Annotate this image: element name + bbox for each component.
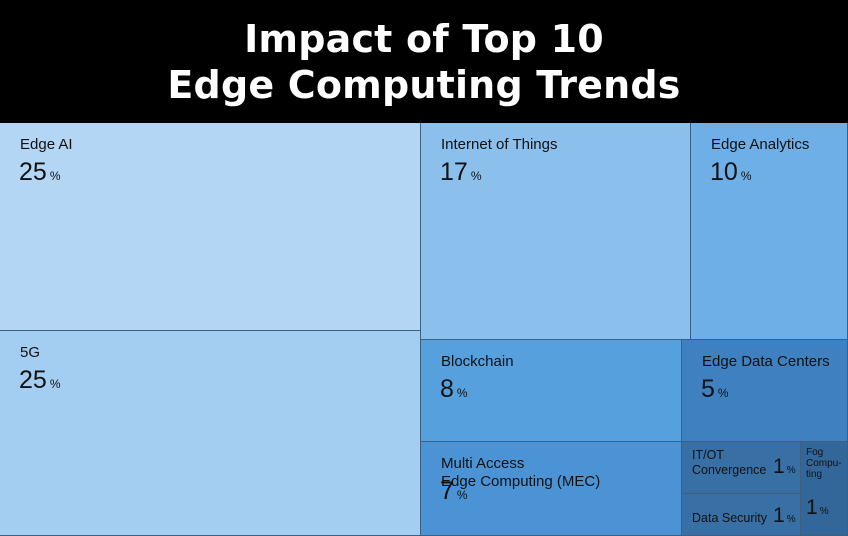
treemap-tile: Edge Analytics 10%	[691, 123, 848, 340]
tile-value: 1%	[806, 496, 829, 520]
tile-value: 10%	[710, 157, 751, 187]
tile-value: 17%	[440, 157, 481, 187]
tile-value: 5%	[701, 374, 729, 404]
tile-value-unit: %	[49, 169, 61, 183]
tile-label: IT/OT Convergence	[692, 448, 767, 477]
treemap-tile: IT/OT Convergence 1%	[682, 442, 801, 494]
treemap-tile: Edge Data Centers 5%	[682, 340, 848, 442]
tile-value-number: 17	[440, 158, 468, 186]
tile-value: 8%	[440, 374, 468, 404]
tile-value-unit: %	[470, 169, 482, 183]
tile-label: Edge Data Centers	[702, 353, 830, 370]
tile-label: Multi Access Edge Computing (MEC)	[441, 455, 601, 490]
tile-label: Internet of Things	[441, 136, 558, 153]
tile-value-number: 5	[701, 375, 715, 403]
tile-value: 25%	[19, 157, 60, 187]
treemap-tile: Multi Access Edge Computing (MEC) 7%	[421, 442, 682, 536]
tile-value: 1%	[773, 504, 796, 528]
tile-label: Fog Compu- ting	[806, 447, 842, 480]
tile-value-number: 8	[440, 375, 454, 403]
tile-label: Edge Analytics	[711, 136, 810, 153]
tile-label: Data Security	[692, 511, 768, 525]
treemap-tile: Data Security 1%	[682, 494, 801, 536]
tile-value: 7%	[440, 476, 468, 506]
tile-value-number: 10	[710, 158, 738, 186]
tile-value-unit: %	[740, 169, 752, 183]
tile-label: Edge AI	[20, 136, 73, 153]
treemap-tile: Internet of Things 17%	[421, 123, 691, 340]
treemap-tile: Edge AI 25%	[0, 123, 421, 331]
tile-value-unit: %	[786, 514, 796, 525]
tile-value-unit: %	[717, 386, 729, 400]
tile-value-unit: %	[456, 386, 468, 400]
chart-title-line-2: Edge Computing Trends	[167, 62, 681, 107]
tile-value-unit: %	[786, 465, 796, 476]
treemap-tile: Blockchain 8%	[421, 340, 682, 442]
tile-value-number: 25	[19, 158, 47, 186]
tile-value-number: 25	[19, 366, 47, 394]
chart-header: Impact of Top 10 Edge Computing Trends	[0, 0, 848, 123]
tile-value: 25%	[19, 365, 60, 395]
tile-value-number: 1	[806, 496, 818, 519]
treemap: Edge AI 25% 5G 25% Internet of Things 17% Edge…	[0, 123, 848, 536]
treemap-tile: Fog Compu- ting 1%	[801, 442, 848, 536]
tile-value: 1%	[773, 455, 796, 479]
tile-label: Blockchain	[441, 353, 514, 370]
tile-value-number: 7	[440, 477, 454, 505]
tile-value-unit: %	[456, 488, 468, 502]
tile-value-unit: %	[819, 506, 829, 517]
tile-label: 5G	[20, 344, 41, 361]
tile-value-unit: %	[49, 377, 61, 391]
chart-title-line-1: Impact of Top 10	[244, 16, 604, 61]
tile-value-number: 1	[773, 455, 785, 478]
treemap-tile: 5G 25%	[0, 331, 421, 536]
tile-value-number: 1	[773, 504, 785, 527]
